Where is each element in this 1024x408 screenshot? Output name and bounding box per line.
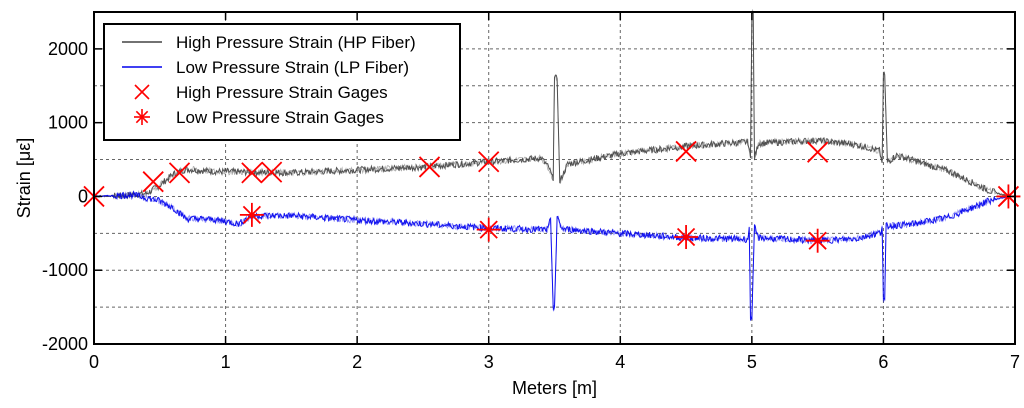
y-tick-label: -1000 xyxy=(42,260,88,280)
legend-label: High Pressure Strain (HP Fiber) xyxy=(176,33,416,52)
hp-gage-marker xyxy=(807,141,829,163)
marker-stroke xyxy=(260,161,283,183)
legend-label: Low Pressure Strain Gages xyxy=(176,108,384,127)
hp-gage-marker xyxy=(675,140,697,163)
lp-fiber-line-trace-2 xyxy=(93,191,1009,319)
hp-gage-marker xyxy=(168,162,191,184)
legend-item: High Pressure Strain (HP Fiber) xyxy=(122,33,416,52)
x-tick-label: 1 xyxy=(221,352,231,372)
y-axis-label: Strain [με] xyxy=(14,138,34,218)
marker-stroke xyxy=(142,171,164,193)
marker-stroke xyxy=(676,227,696,247)
x-tick-label: 4 xyxy=(615,352,625,372)
hp-gage-marker xyxy=(418,156,441,178)
series-layer xyxy=(83,8,1021,321)
hp-fiber-line-trace-2 xyxy=(93,8,1009,200)
x-tick-label: 3 xyxy=(484,352,494,372)
lp-gage-marker xyxy=(239,202,264,227)
lp-fiber-line xyxy=(93,190,1009,321)
x-axis-label: Meters [m] xyxy=(512,378,597,398)
hp-gage-marker xyxy=(478,151,500,173)
legend-items: High Pressure Strain (HP Fiber) Low Press… xyxy=(122,33,416,127)
marker-stroke xyxy=(478,151,500,173)
legend-item: Low Pressure Strain Gages xyxy=(134,108,384,127)
y-tick-label: 1000 xyxy=(48,113,88,133)
x-tick-label: 0 xyxy=(89,352,99,372)
lp-gage-marker xyxy=(674,225,699,250)
legend-label: High Pressure Strain Gages xyxy=(176,83,388,102)
legend-item: Low Pressure Strain (LP Fiber) xyxy=(122,58,409,77)
marker-stroke xyxy=(807,141,829,163)
y-tick-label: 0 xyxy=(78,186,88,206)
plot-area xyxy=(83,8,1021,321)
y-tick-label: 2000 xyxy=(48,39,88,59)
hp-gage-marker xyxy=(260,161,283,183)
legend-label: Low Pressure Strain (LP Fiber) xyxy=(176,58,409,77)
hp-gage-marker xyxy=(241,162,263,184)
legend-item: High Pressure Strain Gages xyxy=(134,83,388,102)
marker-stroke xyxy=(479,220,498,239)
legend-asterisk-marker xyxy=(135,110,149,124)
legend: High Pressure Strain (HP Fiber) Low Press… xyxy=(103,23,461,141)
legend-x-marker xyxy=(134,84,150,100)
x-tick-label: 2 xyxy=(352,352,362,372)
x-tick-label: 5 xyxy=(747,352,757,372)
marker-stroke xyxy=(675,140,697,163)
marker-stroke xyxy=(241,162,263,184)
x-tick-label: 6 xyxy=(878,352,888,372)
y-tick-label: -2000 xyxy=(42,334,88,354)
tick-labels: 0 1 2 3 4 5 6 7 -2000 -1000 0 1000 2000 xyxy=(42,39,1020,372)
lp-gage-marker xyxy=(805,228,830,253)
legend-box xyxy=(103,23,461,141)
axes-box xyxy=(93,11,1016,345)
marker-stroke xyxy=(168,162,191,184)
hp-fiber-line xyxy=(93,10,1009,200)
ticks xyxy=(93,12,1016,345)
x-tick-label: 7 xyxy=(1010,352,1020,372)
marker-stroke xyxy=(808,231,827,250)
hp-gage-marker xyxy=(142,171,164,193)
lp-gage-marker xyxy=(476,217,501,242)
marker-stroke xyxy=(418,156,441,178)
marker-stroke xyxy=(242,205,262,225)
